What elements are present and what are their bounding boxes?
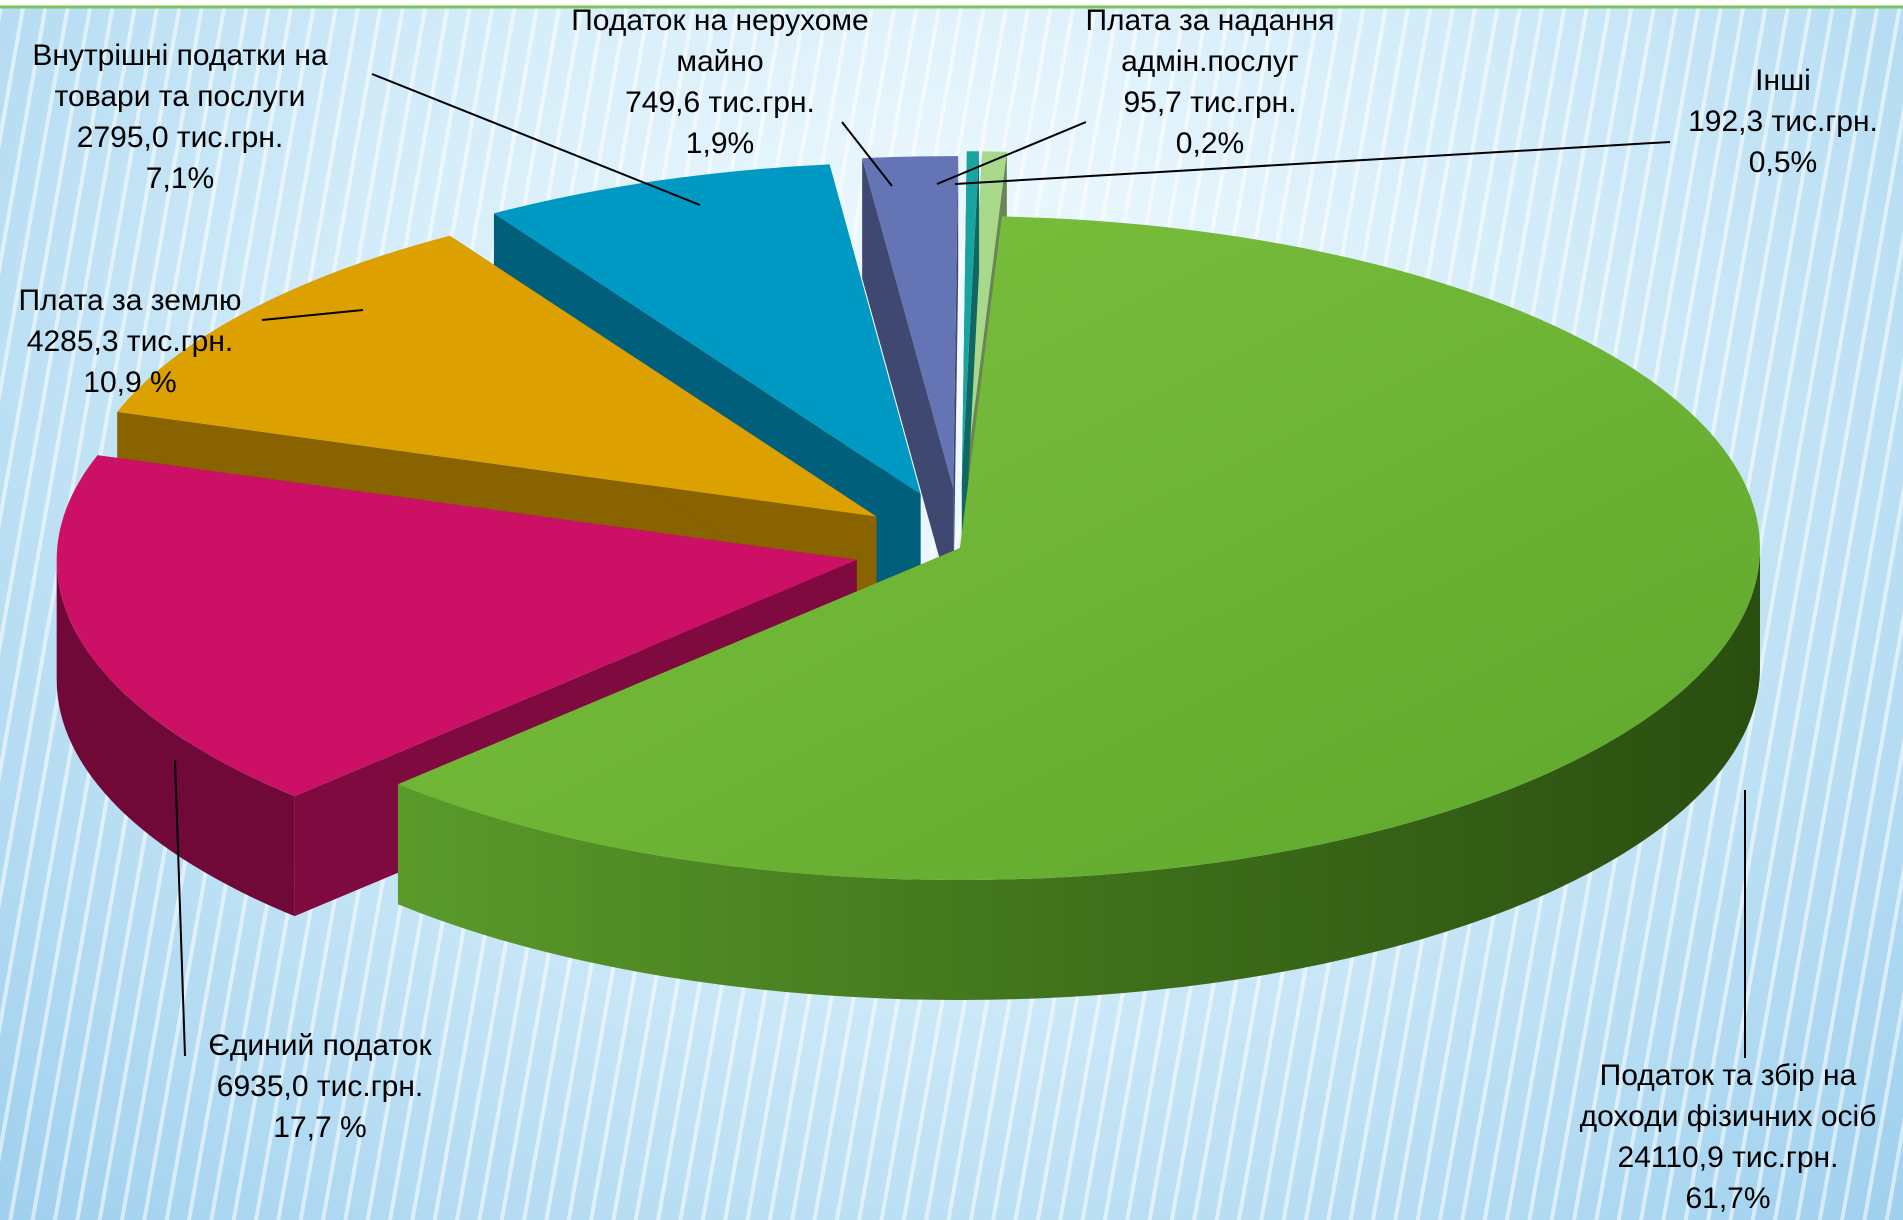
label-line: 4285,3 тис.грн. (27, 325, 233, 358)
slice-rim (397, 548, 1760, 1000)
label-line: 61,7% (1685, 1182, 1770, 1215)
label-line: Плата за землю (18, 284, 241, 317)
data-label-4: Внутрішні податки на товари та послуги 279… (32, 39, 701, 206)
label-line: 24110,9 тис.грн. (1618, 1141, 1839, 1174)
leader-line (954, 141, 1671, 185)
leader-line (174, 759, 186, 1057)
slice-wall-end (953, 156, 959, 609)
label-line: 95,7 тис.грн. (1123, 86, 1296, 119)
label-line: 10,9 % (83, 366, 176, 399)
label-line: товари та послуги (55, 80, 306, 113)
leader-line (936, 121, 1087, 185)
leader-line (261, 309, 364, 321)
label-line: Внутрішні податки на (32, 39, 328, 72)
label-line: 0,5% (1749, 146, 1817, 179)
slice-top (493, 164, 921, 495)
label-line: адмін.послуг (1121, 45, 1299, 78)
slice-top (117, 235, 877, 517)
label-line: Єдиний податок (208, 1029, 432, 1062)
data-label-3: Плата за землю 4285,3 тис.грн. 10,9 % (18, 284, 364, 399)
slice-rim (56, 559, 295, 917)
leader-line (371, 73, 701, 206)
leader-line (841, 121, 893, 187)
label-line: Податок на нерухоме (571, 4, 869, 37)
data-label-1: Податок та збір на доходи фізичних осіб 24… (1580, 790, 1877, 1215)
pie-slice-6 (961, 151, 980, 604)
slice-top (56, 455, 857, 797)
label-line: 2795,0 тис.грн. (77, 121, 283, 154)
pie-slice-5 (862, 156, 959, 609)
label-line: 192,3 тис.грн. (1688, 105, 1878, 138)
slice-top (862, 156, 959, 489)
label-line: Плата за надання (1085, 4, 1334, 37)
slice-top (964, 151, 1007, 484)
label-line: Інші (1755, 64, 1811, 97)
data-label-6: Плата за надання адмін.послуг 95,7 тис.грн… (936, 4, 1335, 185)
label-line: майно (676, 45, 763, 78)
label-line: 749,6 тис.грн. (625, 86, 815, 119)
label-line: 1,9% (686, 127, 754, 160)
slice-top (397, 216, 1761, 881)
label-line: 6935,0 тис.грн. (217, 1070, 423, 1103)
title-underline (0, 0, 1903, 14)
data-label-2: Єдиний податок 6935,0 тис.грн. 17,7 % (174, 759, 432, 1144)
label-line: 17,7 % (273, 1111, 366, 1144)
label-line: Податок та збір на (1600, 1059, 1857, 1092)
data-label-5: Податок на нерухоме майно 749,6 тис.грн. 1,… (571, 4, 893, 187)
slice-top (961, 151, 980, 484)
label-line: 0,2% (1176, 127, 1244, 160)
slice-wall-start (862, 158, 954, 609)
label-line: 7,1% (146, 162, 214, 195)
label-line: доходи фізичних осіб (1580, 1100, 1877, 1133)
slice-wall-end (961, 151, 980, 604)
data-label-7: Інші 192,3 тис.грн. 0,5% (954, 64, 1878, 185)
pie-slice-1 (397, 216, 1761, 1000)
